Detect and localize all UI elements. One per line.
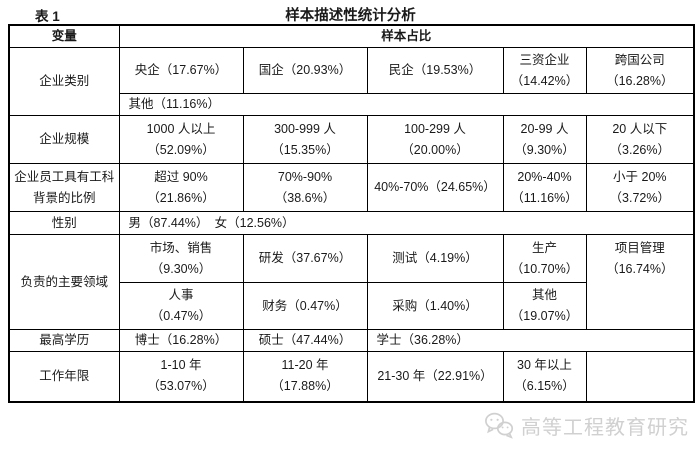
table-cell: 男（87.44%） 女（12.56%）	[118, 211, 695, 235]
table-cell: 超过 90% （21.86%）	[118, 163, 244, 212]
table-cell: 硕士（47.44%）	[242, 329, 368, 352]
table-cell: 生产 （10.70%）	[502, 234, 587, 283]
table-cell: 工作年限	[8, 351, 120, 402]
table-cell: 测试（4.19%）	[366, 234, 504, 283]
table-cell: 跨国公司 （16.28%）	[585, 47, 695, 94]
table-cell: 学士（36.28%）	[366, 329, 695, 352]
table-cell: 其他（11.16%）	[118, 93, 695, 116]
table-cell: 财务（0.47%）	[242, 282, 368, 330]
table-cell: 企业员工具有工科 背景的比例	[8, 163, 120, 212]
table-cell: 20%-40% （11.16%）	[502, 163, 587, 212]
table-cell: 研发（37.67%）	[242, 234, 368, 283]
table-cell: 博士（16.28%）	[118, 329, 244, 352]
table-cell: 30 年以上 （6.15%）	[502, 351, 587, 402]
table-cell: 1000 人以上 （52.09%）	[118, 115, 244, 164]
table-cell: 人事 （0.47%）	[118, 282, 244, 330]
watermark-text: 高等工程教育研究	[521, 416, 689, 439]
table-cell: 性别	[8, 211, 120, 235]
table-row: 最高学历 博士（16.28%） 硕士（47.44%） 学士（36.28%）	[8, 329, 695, 352]
table-cell: 21-30 年（22.91%）	[366, 351, 504, 402]
table-cell: 其他 （19.07%）	[502, 282, 587, 330]
table-cell: 100-299 人（20.00%）	[366, 115, 504, 164]
table-cell: 企业类别	[8, 47, 120, 116]
table-cell: 央企（17.67%）	[118, 47, 244, 94]
table-row: 性别 男（87.44%） 女（12.56%）	[8, 211, 695, 235]
wechat-icon	[485, 412, 514, 439]
page-title: 样本描述性统计分析	[285, 8, 416, 24]
table-row: 工作年限 1-10 年（53.07%） 11-20 年（17.88%） 21-30 年…	[8, 351, 695, 402]
table-cell: 变量	[8, 24, 120, 48]
table-row: 变量 样本占比	[8, 24, 695, 48]
table-row: 人事 （0.47%） 财务（0.47%） 采购（1.40%） 其他 （19.07%）	[9, 282, 694, 330]
table-cell: 11-20 年（17.88%）	[242, 351, 368, 402]
table-cell: 1-10 年（53.07%）	[118, 351, 244, 402]
table-cell: 20-99 人（9.30%）	[502, 115, 587, 164]
watermark: 高等工程教育研究	[484, 408, 689, 442]
table-cell: 小于 20% （3.72%）	[585, 163, 695, 212]
table-row: 企业类别 央企（17.67%） 国企（20.93%） 民企（19.53%） 三资企业 （1…	[8, 47, 695, 116]
table-cell: 20 人以下 （3.26%）	[585, 115, 695, 164]
table-cell: 民企（19.53%）	[366, 47, 504, 94]
stats-table-body: 变量 样本占比 企业类别 央企（17.67%） 国企（20.93%） 民企（19.53%）…	[8, 24, 695, 402]
table-row: 负责的主要领域 市场、销售 （9.30%） 研发（37.67%） 测试（4.19%） 生产…	[8, 234, 695, 330]
table-cell: 70%-90% （38.6%）	[242, 163, 368, 212]
table-row: 企业规模 1000 人以上 （52.09%） 300-999 人（15.35%） 100…	[8, 115, 695, 164]
table-cell: 市场、销售 （9.30%）	[118, 234, 244, 283]
table-cell: 样本占比	[118, 24, 695, 48]
table-cell: 项目管理 （16.74%）	[585, 234, 695, 330]
table-cell: 最高学历	[8, 329, 120, 352]
table-cell: 采购（1.40%）	[366, 282, 504, 330]
table-cell: 负责的主要领域	[8, 234, 120, 330]
stats-table: 变量 样本占比 企业类别 央企（17.67%） 国企（20.93%） 民企（19.53%）…	[8, 24, 696, 403]
table-cell: 国企（20.93%）	[242, 47, 368, 94]
table-row: 企业员工具有工科 背景的比例 超过 90% （21.86%） 70%-90% （38.6%…	[8, 163, 695, 212]
table-cell: 三资企业 （14.42%）	[502, 47, 587, 94]
table-cell: 企业规模	[8, 115, 120, 164]
table-cell: 40%-70%（24.65%）	[366, 163, 504, 212]
table-cell	[585, 351, 695, 402]
table-cell: 300-999 人（15.35%）	[242, 115, 368, 164]
table-label: 表 1	[35, 9, 60, 24]
